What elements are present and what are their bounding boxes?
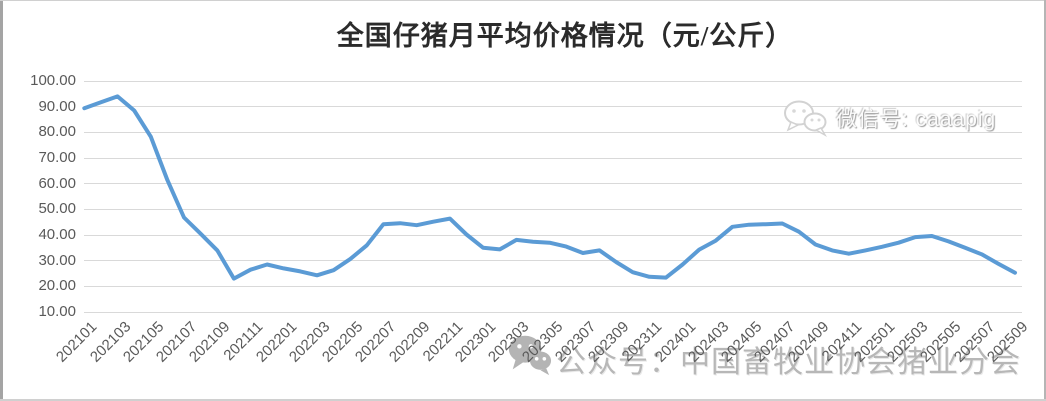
chart-title: 全国仔猪月平均价格情况（元/公斤） <box>336 21 794 51</box>
gridline <box>84 260 1022 262</box>
wechat-icon <box>508 335 552 376</box>
wechat-icon <box>784 100 827 137</box>
y-axis-tick-label: 60.00 <box>38 174 76 192</box>
gridline <box>84 208 1022 210</box>
gridline <box>84 106 1022 108</box>
watermark-text: 公众号：中国畜牧业协会猪业分会 <box>556 346 1021 379</box>
watermark-top-right: 微信号: caaapig <box>781 99 996 137</box>
gridline <box>84 311 1022 313</box>
gridline <box>84 131 1022 133</box>
y-axis-tick-label: 90.00 <box>38 97 76 115</box>
gridline <box>84 157 1022 159</box>
y-axis-tick-label: 30.00 <box>38 251 76 269</box>
gridline <box>84 234 1022 236</box>
gridline <box>84 183 1022 185</box>
watermark-bottom: 公众号：中国畜牧业协会猪业分会 <box>506 331 1021 381</box>
y-axis-tick-label: 10.00 <box>38 303 76 320</box>
y-axis-tick-label: 80.00 <box>38 123 76 141</box>
y-axis-tick-label: 50.00 <box>38 200 76 218</box>
gridline <box>84 285 1022 287</box>
y-axis-tick-label: 20.00 <box>38 277 76 295</box>
watermark-text: 微信号: caaapig <box>836 108 997 131</box>
price-line <box>82 94 1017 281</box>
y-axis-tick-label: 100.00 <box>30 72 76 89</box>
y-axis-tick-label: 70.00 <box>38 149 76 166</box>
gridline <box>84 80 1022 82</box>
y-axis-tick-label: 40.00 <box>38 226 76 243</box>
